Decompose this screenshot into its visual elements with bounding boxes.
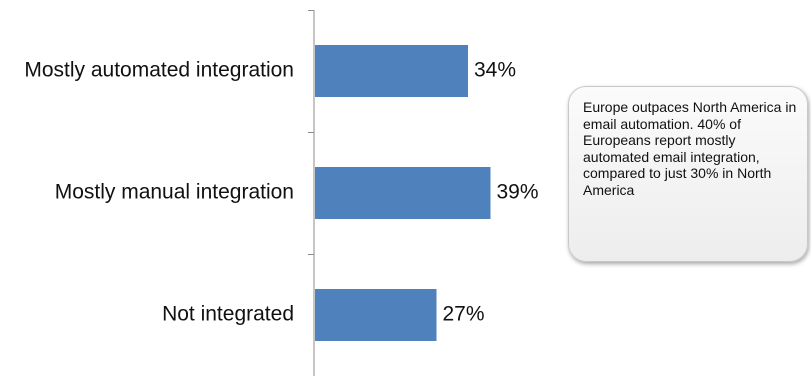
value-label: 39% [497,181,539,204]
category-label: Mostly automated integration [24,59,294,82]
category-label: Not integrated [162,303,294,326]
bar [315,45,468,97]
category-label: Mostly manual integration [55,181,294,204]
callout-text: Europe outpaces North America in email a… [583,99,797,198]
value-label: 27% [443,303,485,326]
bar [315,289,437,341]
callout-box: Europe outpaces North America in email a… [568,86,808,262]
bar [315,167,491,219]
value-label: 34% [474,59,516,82]
